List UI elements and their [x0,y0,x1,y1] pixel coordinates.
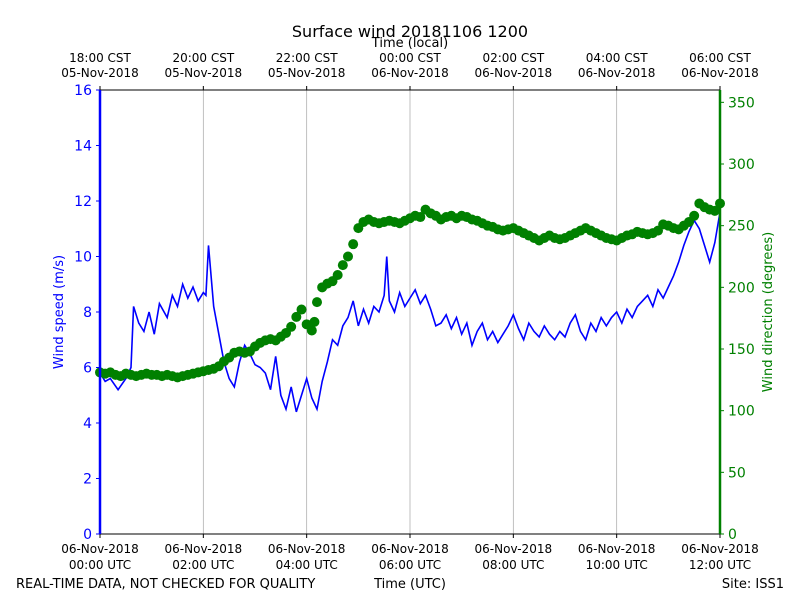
site-label: Site: ISS1 [722,577,784,592]
left-tick-label-3: 6 [83,361,92,377]
top-tick-time-6: 06:00 CST [689,51,751,65]
top-axis-label: Time (local) [371,36,448,51]
left-tick-label-2: 4 [83,416,92,432]
axes: 0 2 4 6 8 10 12 14 16 0 50 100 150 200 250 300 350 06-Nov… [61,51,759,572]
bottom-tick-date-1: 06-Nov-2018 [165,542,243,556]
right-tick-label-6: 300 [728,157,755,173]
top-tick-time-0: 18:00 CST [69,51,131,65]
top-tick-date-1: 05-Nov-2018 [165,66,243,80]
bottom-tick-date-5: 06-Nov-2018 [578,542,656,556]
left-tick-label-6: 12 [74,194,92,210]
wind-direction-point-43 [312,297,322,308]
top-tick-time-5: 04:00 CST [586,51,648,65]
left-tick-label-8: 16 [74,83,92,99]
wind-direction-point-41 [306,325,317,336]
bottom-tick-time-1: 02:00 UTC [172,558,234,572]
bottom-tick-time-4: 08:00 UTC [482,558,544,572]
top-tick-date-6: 06-Nov-2018 [681,66,759,80]
chart-title: Surface wind 20181106 1200 [292,22,528,41]
top-tick-date-2: 05-Nov-2018 [268,66,346,80]
bottom-tick-time-6: 12:00 UTC [689,558,751,572]
left-tick-label-1: 2 [83,472,92,488]
right-tick-label-5: 250 [728,219,755,235]
top-tick-time-1: 20:00 CST [172,51,234,65]
wind-direction-point-50 [348,239,359,250]
bottom-tick-date-4: 06-Nov-2018 [475,542,553,556]
right-tick-label-4: 200 [728,280,755,296]
top-tick-date-4: 06-Nov-2018 [475,66,553,80]
wind-direction-point-49 [343,251,353,262]
wind-direction-point-63 [415,212,426,223]
top-tick-date-3: 06-Nov-2018 [371,66,449,80]
right-tick-label-0: 0 [728,527,737,543]
bottom-tick-date-3: 06-Nov-2018 [371,542,449,556]
wind-direction-point-116 [689,210,700,221]
y-axis-label-left: Wind speed (m/s) [52,255,67,369]
right-tick-label-1: 50 [728,465,746,481]
top-tick-date-5: 06-Nov-2018 [578,66,656,80]
right-tick-label-3: 150 [728,342,755,358]
left-tick-label-7: 14 [74,139,92,155]
wind-direction-point-120 [709,205,720,216]
footer-disclaimer: REAL-TIME DATA, NOT CHECKED FOR QUALITY [16,577,315,592]
wind-direction-point-39 [296,304,307,315]
x-axis-label: Time (UTC) [373,577,446,592]
bottom-tick-date-2: 06-Nov-2018 [268,542,346,556]
left-tick-label-4: 8 [83,305,92,321]
bottom-tick-time-2: 04:00 UTC [276,558,338,572]
top-tick-time-4: 02:00 CST [482,51,544,65]
wind-direction-point-37 [286,321,297,332]
plot-series [95,198,725,413]
wind-direction-point-38 [291,311,302,322]
right-tick-label-2: 100 [728,404,755,420]
left-tick-label-0: 0 [83,527,92,543]
top-tick-date-0: 05-Nov-2018 [61,66,139,80]
top-tick-time-3: 00:00 CST [379,51,441,65]
bottom-tick-time-3: 06:00 UTC [379,558,441,572]
bottom-tick-time-5: 10:00 UTC [586,558,648,572]
series-line-wind-speed [99,211,721,413]
bottom-tick-time-0: 00:00 UTC [69,558,131,572]
wind-direction-point-42 [309,316,320,327]
y-axis-label-right: Wind direction (degrees) [761,232,776,392]
wind-direction-point-48 [337,260,348,271]
bottom-tick-date-0: 06-Nov-2018 [61,542,139,556]
bottom-tick-date-6: 06-Nov-2018 [681,542,759,556]
left-tick-label-5: 10 [74,250,92,266]
right-tick-label-7: 350 [728,95,755,111]
wind-direction-point-47 [332,270,343,280]
top-tick-time-2: 22:00 CST [276,51,338,65]
